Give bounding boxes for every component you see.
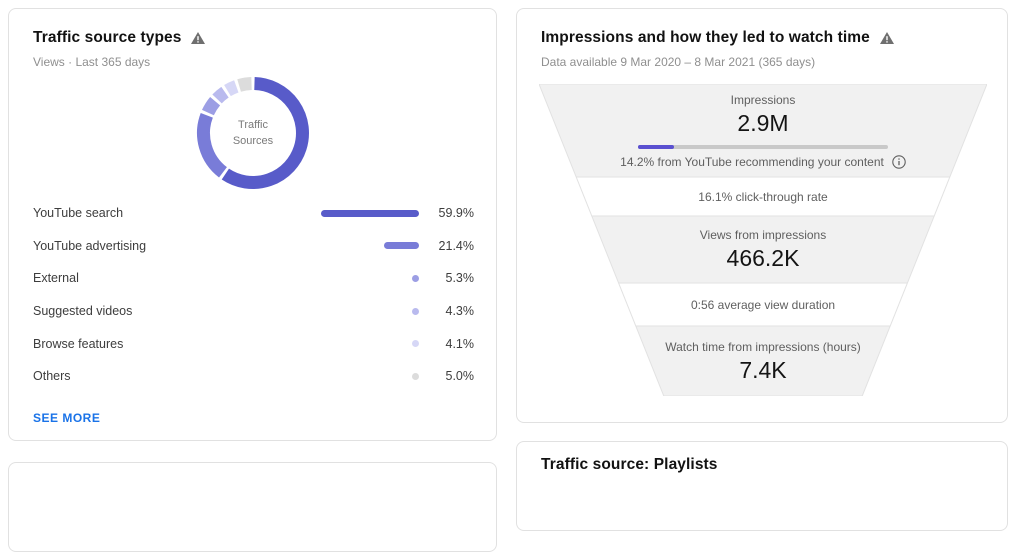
impressions-value: 2.9M <box>737 110 789 136</box>
donut-segment <box>221 77 309 189</box>
impressions-progress-track <box>638 145 888 149</box>
traffic-source-bar-shape <box>412 372 419 380</box>
traffic-card-title: Traffic source types <box>33 29 182 46</box>
traffic-source-types-card: Traffic source types Views · Last 365 da… <box>8 8 497 441</box>
traffic-source-percent: 4.1% <box>445 336 475 351</box>
impressions-funnel-card: Impressions and how they led to watch ti… <box>516 8 1008 423</box>
avd-label: 0:56 average view duration <box>690 297 836 312</box>
traffic-source-row: Suggested videos 4.3% <box>33 295 474 328</box>
traffic-source-label: Browse features <box>33 336 124 351</box>
donut-segment <box>197 112 228 178</box>
warning-icon[interactable] <box>191 32 206 44</box>
traffic-source-bar <box>321 209 419 217</box>
traffic-source-bar-shape <box>412 340 419 348</box>
funnel-section-ctr: 16.1% click-through rate <box>539 177 987 216</box>
traffic-source-row: YouTube advertising 21.4% <box>33 230 474 263</box>
see-more-link[interactable]: SEE MORE <box>33 411 101 425</box>
info-icon[interactable] <box>892 155 906 169</box>
traffic-source-bar-shape <box>321 209 419 217</box>
bottom-left-card <box>8 462 497 552</box>
watch-time-value: 7.4K <box>739 356 787 383</box>
watch-time-label: Watch time from impressions (hours) <box>665 339 861 354</box>
traffic-source-percent: 4.3% <box>445 304 475 319</box>
traffic-source-label: External <box>33 271 79 286</box>
traffic-source-label: Others <box>33 369 71 384</box>
traffic-sources-donut-chart: Traffic Sources <box>193 73 313 193</box>
impressions-note-row: 14.2% from YouTube recommending your con… <box>620 155 906 169</box>
traffic-source-bar <box>321 274 419 282</box>
views-value: 466.2K <box>726 245 800 271</box>
donut-segment <box>237 77 252 92</box>
donut-svg <box>197 77 309 189</box>
playlists-card-title: Traffic source: Playlists <box>541 456 718 473</box>
playlists-card-title-row: Traffic source: Playlists <box>541 456 718 474</box>
warning-icon[interactable] <box>879 32 894 44</box>
ctr-label: 16.1% click-through rate <box>698 189 828 204</box>
donut-segment <box>201 96 221 116</box>
impressions-funnel: Impressions 2.9M 14.2% from YouTube reco… <box>539 84 987 396</box>
funnel-card-title-row: Impressions and how they led to watch ti… <box>541 29 894 47</box>
funnel-card-title: Impressions and how they led to watch ti… <box>541 29 870 46</box>
funnel-shape <box>539 84 987 396</box>
traffic-card-subtitle: Views · Last 365 days <box>33 55 151 69</box>
donut-segment <box>224 80 239 97</box>
views-label: Views from impressions <box>699 228 827 242</box>
traffic-source-percent: 5.0% <box>445 369 475 384</box>
funnel-card-subtitle: Data available 9 Mar 2020 – 8 Mar 2021 (… <box>541 55 816 69</box>
traffic-source-label: YouTube advertising <box>33 238 147 253</box>
traffic-source-bar <box>321 372 419 380</box>
traffic-source-bar-shape <box>412 274 419 282</box>
traffic-source-row: YouTube search 59.9% <box>33 197 474 230</box>
funnel-section-watch-time: Watch time from impressions (hours) 7.4K <box>539 326 987 396</box>
funnel-section-avd: 0:56 average view duration <box>539 283 987 326</box>
traffic-source-percent: 21.4% <box>438 238 474 253</box>
traffic-source-row: Others 5.0% <box>33 360 474 393</box>
traffic-source-bar <box>321 242 419 250</box>
traffic-source-row: Browse features 4.1% <box>33 327 474 360</box>
traffic-source-label: YouTube search <box>33 206 124 221</box>
donut-segment <box>212 86 229 104</box>
funnel-section-impressions: Impressions 2.9M 14.2% from YouTube reco… <box>539 84 987 177</box>
funnel-section-views: Views from impressions 466.2K <box>539 216 987 283</box>
traffic-card-title-row: Traffic source types <box>33 29 206 47</box>
traffic-source-bar-shape <box>384 242 419 250</box>
traffic-source-bar-shape <box>412 307 419 315</box>
traffic-source-bar <box>321 307 419 315</box>
traffic-source-row: External 5.3% <box>33 262 474 295</box>
traffic-source-bar <box>321 340 419 348</box>
traffic-source-label: Suggested videos <box>33 304 133 319</box>
traffic-source-rows: YouTube search 59.9% YouTube advertising… <box>33 197 474 393</box>
impressions-progress-fill <box>638 145 674 149</box>
traffic-source-percent: 5.3% <box>445 271 475 286</box>
impressions-note: 14.2% from YouTube recommending your con… <box>620 155 884 169</box>
traffic-source-percent: 59.9% <box>438 206 474 221</box>
impressions-label: Impressions <box>730 93 796 107</box>
traffic-source-playlists-card: Traffic source: Playlists <box>516 441 1008 531</box>
